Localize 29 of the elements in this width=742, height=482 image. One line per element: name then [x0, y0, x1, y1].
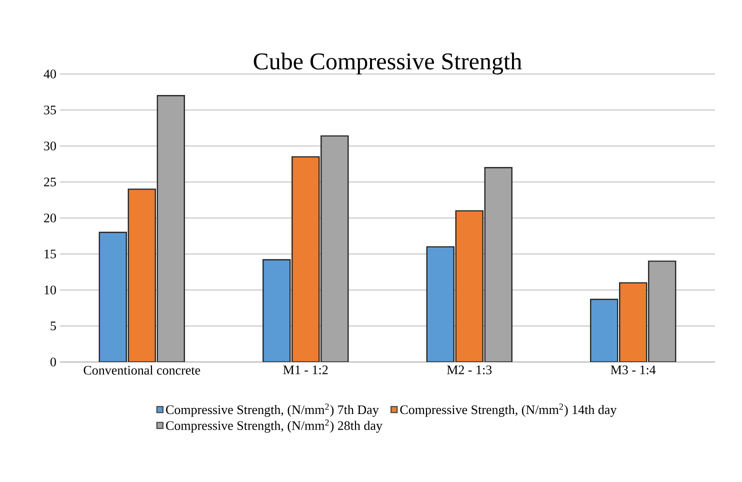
chart-title: Cube Compressive Strength: [254, 52, 522, 74]
y-tick-label: 0: [50, 358, 56, 366]
y-tick-label: 40: [44, 70, 56, 78]
y-tick-label: 35: [44, 106, 56, 114]
y-tick-label: 15: [44, 250, 56, 258]
bar: [128, 188, 156, 362]
bar: [484, 166, 512, 362]
bar: [455, 210, 484, 362]
bar: [320, 135, 349, 362]
x-tick-label: M1 - 1:2: [283, 366, 328, 374]
bar: [590, 298, 618, 362]
y-tick-label: 10: [44, 286, 56, 294]
y-tick-label: 30: [44, 142, 56, 150]
bar: [426, 246, 454, 362]
bar: [262, 259, 291, 362]
bar: [292, 156, 320, 362]
y-tick-label: 5: [50, 322, 56, 330]
x-tick-label: Conventional concrete: [84, 366, 200, 375]
x-tick-label: M3 - 1:4: [610, 366, 656, 374]
y-tick-label: 25: [44, 178, 56, 186]
bar: [619, 282, 648, 362]
bar: [98, 232, 127, 362]
y-tick-label: 20: [44, 214, 56, 222]
legend-label: Compressive Strength, (N/mm$^{2}$) 14th day: [400, 404, 617, 417]
legend-label: Compressive Strength, (N/mm$^{2}$) 28th day: [166, 420, 382, 433]
legend-label: Compressive Strength, (N/mm$^{2}$) 7th Day: [166, 404, 379, 417]
bar: [648, 260, 676, 362]
bar: [156, 95, 185, 362]
x-tick-label: M2 - 1:3: [447, 366, 492, 374]
